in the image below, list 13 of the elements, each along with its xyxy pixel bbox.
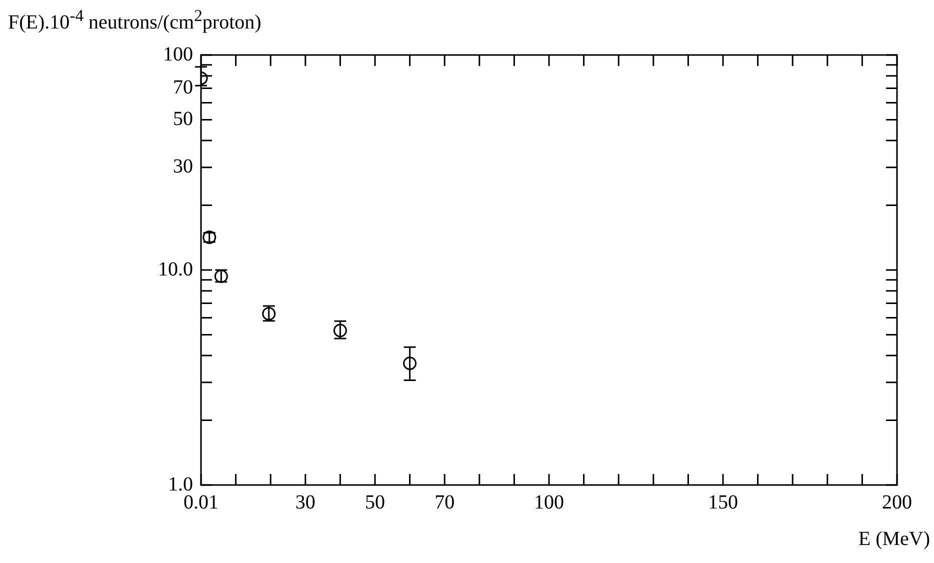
- y-tick-label: 100: [163, 43, 193, 66]
- x-tick-label: 200: [882, 491, 912, 514]
- y-axis-title: F(E).10$^{-4}$ neutrons/(cm$^{2}$proton): [8, 6, 262, 35]
- y-tick-label: 10.0: [158, 258, 193, 280]
- y-tick-label: 70: [173, 76, 193, 99]
- x-tick-label: 150: [708, 491, 738, 514]
- x-axis-title: E (MeV): [858, 528, 930, 551]
- y-tick-label: 30: [173, 156, 193, 178]
- x-tick-label: 100: [534, 491, 564, 514]
- y-tick-label: 50: [173, 108, 193, 130]
- x-tick-label: 50: [365, 491, 385, 514]
- x-tick-label: 30: [295, 491, 316, 514]
- x-tick-label: 70: [434, 491, 455, 514]
